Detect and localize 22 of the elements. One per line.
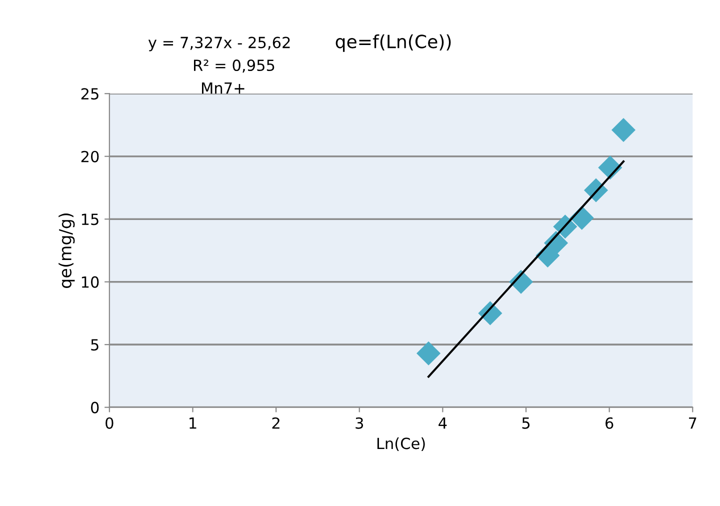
point <box>611 118 636 142</box>
x-axis-title: Ln(Ce) <box>377 437 425 452</box>
y-tick-label: 5 <box>91 339 98 351</box>
x-tick-label: 0 <box>106 417 114 429</box>
text: y = 7,327x - 25,62 <box>148 36 290 52</box>
point <box>416 341 441 366</box>
y-tick-label: 25 <box>81 88 98 100</box>
text: Mn7+ <box>202 82 244 94</box>
text: R² = 0,955 <box>194 60 274 73</box>
x-tick-label: 1 <box>190 418 196 429</box>
y-tick-label: 20 <box>81 150 99 162</box>
chart-title: qe=f(Ln(Ce)) <box>336 34 451 52</box>
y-tick-label: 0 <box>91 402 99 414</box>
x-tick-label: 2 <box>272 417 280 429</box>
x-tick-label: 7 <box>689 418 696 429</box>
x-tick-label: 4 <box>438 418 447 429</box>
x-tick-label: 5 <box>522 418 530 429</box>
y-axis-title: qe(mg/g) <box>58 213 75 288</box>
y-tick-label: 15 <box>82 214 98 226</box>
y-tick-label: 10 <box>82 276 99 288</box>
x-tick-label: 3 <box>356 417 364 429</box>
x-tick-label: 6 <box>606 417 614 429</box>
